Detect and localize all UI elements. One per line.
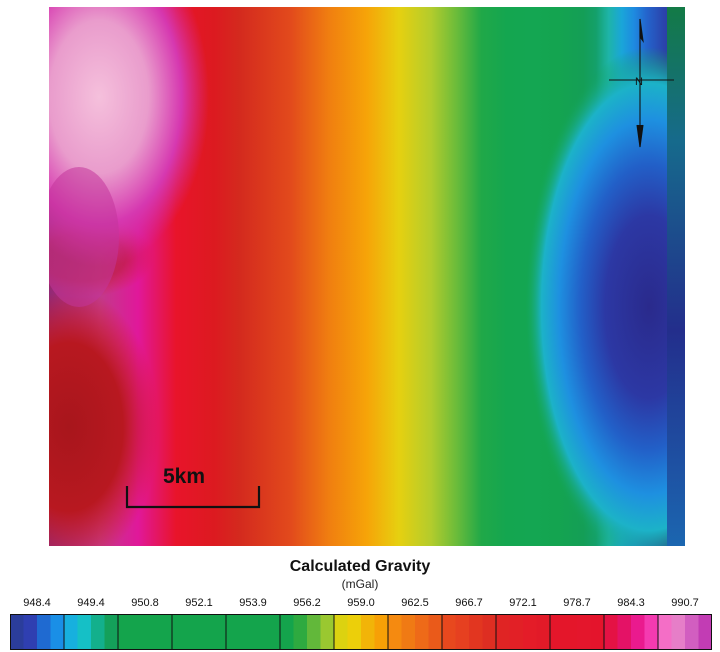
colorbar-swatch	[10, 614, 25, 650]
colorbar-swatch	[374, 614, 389, 650]
legend-tick-label: 950.8	[131, 597, 159, 609]
legend-unit: (mGal)	[341, 577, 379, 591]
colorbar-swatch	[347, 614, 362, 650]
colorbar-swatch	[50, 614, 65, 650]
north-label: N	[635, 76, 643, 88]
colorbar-swatch	[253, 614, 268, 650]
colorbar-swatch	[172, 614, 187, 650]
legend-tick-label: 952.1	[185, 597, 213, 609]
legend-tick-label: 978.7	[563, 597, 591, 609]
legend-title: Calculated Gravity	[289, 558, 431, 575]
colorbar-swatch	[388, 614, 403, 650]
colorbar-swatch	[577, 614, 592, 650]
colorbar-swatch	[77, 614, 92, 650]
colorbar-swatch	[131, 614, 146, 650]
colorbar-swatch	[671, 614, 686, 650]
legend-colorbar	[10, 614, 712, 650]
colorbar-swatch	[239, 614, 254, 650]
legend: Calculated Gravity (mGal) 948.4 949.4 950.…	[0, 556, 720, 652]
colorbar-swatch	[523, 614, 538, 650]
colorbar-swatch	[212, 614, 227, 650]
colorbar-swatch	[428, 614, 443, 650]
legend-tick-label: 990.7	[671, 597, 699, 609]
colorbar-border	[10, 614, 712, 650]
legend-tick-label: 949.4	[77, 597, 105, 609]
colorbar-swatch	[496, 614, 511, 650]
scale-bar: 5km	[125, 465, 261, 509]
colorbar-swatch	[631, 614, 646, 650]
scale-bar-label: 5km	[163, 465, 205, 488]
colorbar-swatch	[320, 614, 335, 650]
north-arrow: N	[609, 18, 674, 148]
colorbar-swatch	[536, 614, 551, 650]
colorbar-swatch	[185, 614, 200, 650]
legend-tick-label: 966.7	[455, 597, 483, 609]
colorbar-swatch	[563, 614, 578, 650]
legend-tick-label: 956.2	[293, 597, 321, 609]
colorbar-swatch	[266, 614, 281, 650]
colorbar-swatch	[401, 614, 416, 650]
colorbar-swatch	[23, 614, 38, 650]
colorbar-swatch	[64, 614, 79, 650]
colorbar-swatch	[307, 614, 322, 650]
legend-tick-label: 959.0	[347, 597, 375, 609]
colorbar-swatch	[644, 614, 659, 650]
low-gravity-lobe	[49, 287, 159, 546]
colorbar-swatch	[293, 614, 308, 650]
legend-tick-label: 948.4	[23, 597, 51, 609]
colorbar-swatch	[361, 614, 376, 650]
legend-tick-label: 984.3	[617, 597, 645, 609]
colorbar-swatch	[482, 614, 497, 650]
colorbar-swatch	[590, 614, 605, 650]
colorbar-swatch	[658, 614, 673, 650]
right-edge-strip	[667, 7, 685, 546]
colorbar-swatch	[698, 614, 712, 650]
colorbar-swatch	[280, 614, 295, 650]
colorbar-swatch	[685, 614, 700, 650]
colorbar-swatch	[118, 614, 133, 650]
legend-tick-label: 962.5	[401, 597, 429, 609]
colorbar-swatch	[91, 614, 106, 650]
colorbar-swatch	[37, 614, 52, 650]
colorbar-swatch	[415, 614, 430, 650]
colorbar-swatch	[442, 614, 457, 650]
blue-anomaly	[524, 47, 685, 546]
colorbar-swatch	[604, 614, 619, 650]
colorbar-swatch	[104, 614, 119, 650]
colorbar-swatch	[158, 614, 173, 650]
colorbar-swatch	[509, 614, 524, 650]
legend-tick-label: 953.9	[239, 597, 267, 609]
colorbar-swatch	[550, 614, 565, 650]
legend-tick-label: 972.1	[509, 597, 537, 609]
gravity-map: N 5km	[49, 7, 685, 546]
colorbar-swatch	[617, 614, 632, 650]
colorbar-swatch	[334, 614, 349, 650]
colorbar-swatch	[145, 614, 160, 650]
colorbar-swatch	[469, 614, 484, 650]
colorbar-swatch	[199, 614, 214, 650]
colorbar-swatch	[455, 614, 470, 650]
colorbar-swatch	[226, 614, 241, 650]
